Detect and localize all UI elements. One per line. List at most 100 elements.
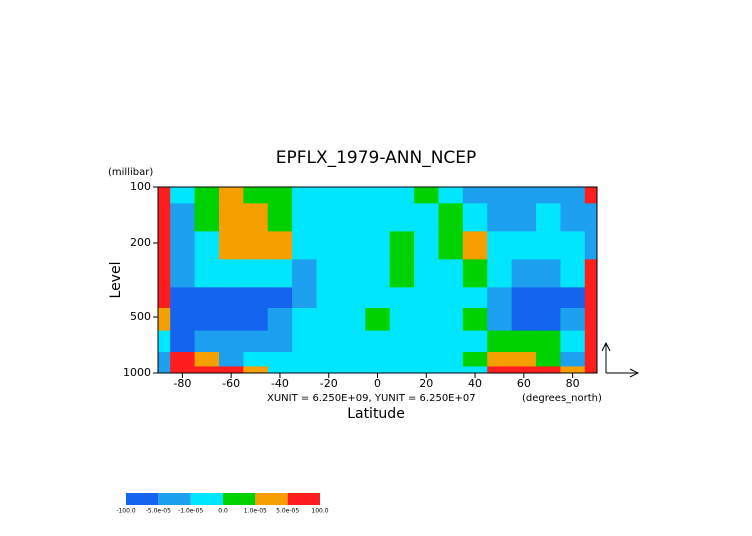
contour-cell [389,307,415,332]
contour-cell [584,287,598,309]
contour-cell [292,287,318,309]
contour-cell [536,352,561,367]
contour-cell [340,352,366,367]
contour-cell [316,307,342,332]
contour-cell [292,330,318,353]
x-tick-label: 0 [374,377,381,390]
contour-cell [389,231,415,260]
colorbar-swatch [126,493,159,505]
contour-cell [414,231,439,260]
x-tick-label: -80 [173,377,191,390]
contour-cell [218,352,244,367]
contour-cell [340,203,366,232]
contour-cell [158,352,171,367]
x-tick-label: 20 [419,377,433,390]
contour-cell [511,187,537,204]
contour-cell [267,330,293,353]
contour-cell [389,203,415,232]
colorbar-swatch [223,493,256,505]
contour-cell [536,187,561,204]
contour-cell [487,287,513,309]
contour-cell [487,203,513,232]
contour-cell [194,287,220,309]
contour-cell [292,259,318,288]
contour-cell [584,307,598,332]
colorbar-swatch [158,493,191,505]
colorbar-label: 1.0e-05 [244,508,267,515]
contour-cell [536,231,561,260]
contour-cell [511,330,537,353]
contour-cell [487,187,513,204]
colorbar-swatch [255,493,288,505]
contour-cell [267,259,293,288]
contour-cell [218,366,244,374]
contour-cell [243,366,269,374]
contour-cell [292,231,318,260]
contour-cell [158,203,171,232]
contour-cell [414,259,439,288]
contour-cell [218,259,244,288]
contour-cell [316,187,342,204]
contour-cell [365,231,391,260]
contour-cell [511,231,537,260]
contour-cell [365,187,391,204]
contour-cell [462,231,488,260]
contour-cell [170,187,196,204]
contour-cell [389,259,415,288]
y-tick-label: 200 [130,236,151,249]
x-tick-label: -40 [271,377,289,390]
contour-cell [438,287,464,309]
contour-cell [365,352,391,367]
contour-cell [194,330,220,353]
contour-cell [292,366,318,374]
contour-cell [194,187,220,204]
contour-cell [158,231,171,260]
contour-cell [438,259,464,288]
contour-cell [365,307,391,332]
contour-cell [292,307,318,332]
contour-cell [158,366,171,374]
contour-cell [511,352,537,367]
contour-cell [170,231,196,260]
contour-cell [194,352,220,367]
colorbar-label: 100.0 [311,508,328,515]
contour-cell [438,366,464,374]
contour-cell [267,287,293,309]
contour-cell [340,259,366,288]
y-tick-label: 500 [130,310,151,323]
contour-cell [243,203,269,232]
contour-cell [536,259,561,288]
contour-cell [340,307,366,332]
colorbar-label: 5.0e-05 [276,508,299,515]
contour-cell [292,352,318,367]
contour-cell [340,231,366,260]
contour-cell [584,352,598,367]
contour-cell [438,352,464,367]
contour-cell [462,366,488,374]
contour-cell [316,203,342,232]
contour-cell [414,352,439,367]
contour-cell [438,187,464,204]
contour-cell [536,330,561,353]
contour-cell [340,187,366,204]
x-tick-label: -60 [222,377,240,390]
contour-cell [158,330,171,353]
contour-cell [462,187,488,204]
contour-cell [316,231,342,260]
contour-cell [243,330,269,353]
contour-cell [560,352,586,367]
contour-cell [536,203,561,232]
contour-cell [365,259,391,288]
contour-cell [560,259,586,288]
contour-cell [365,287,391,309]
contour-cell [487,352,513,367]
contour-cell [365,366,391,374]
contour-cell [414,307,439,332]
contour-cell [243,287,269,309]
contour-cell [511,203,537,232]
colorbar-label: 0.0 [218,508,228,515]
contour-cell [292,203,318,232]
contour-cell [194,259,220,288]
contour-cell [267,231,293,260]
x-tick-label: 40 [468,377,482,390]
